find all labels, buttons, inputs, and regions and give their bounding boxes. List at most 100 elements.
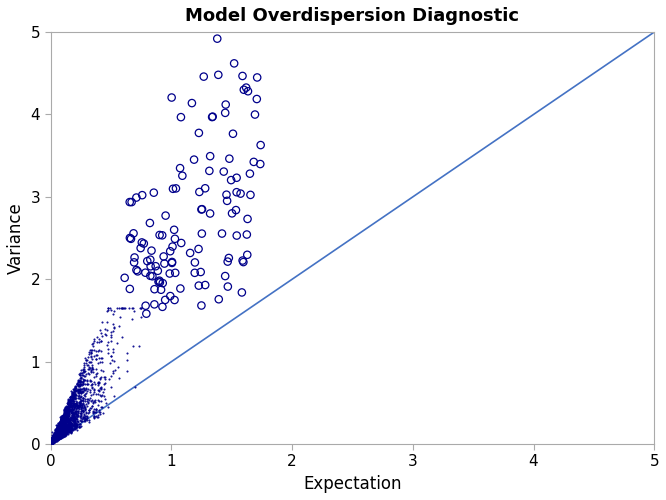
Point xyxy=(67,418,78,426)
Point xyxy=(50,434,61,442)
Point xyxy=(46,438,57,446)
Point xyxy=(53,422,64,430)
Point xyxy=(47,436,58,444)
Point xyxy=(72,386,83,394)
Point xyxy=(50,434,61,442)
Point xyxy=(53,427,64,435)
Point xyxy=(53,427,64,435)
Point xyxy=(51,429,62,437)
Point xyxy=(58,417,69,425)
Point xyxy=(57,422,68,430)
Point xyxy=(61,420,71,428)
Point xyxy=(50,434,61,442)
Point xyxy=(88,408,99,416)
Point xyxy=(57,432,67,440)
Point xyxy=(68,412,79,420)
Point xyxy=(59,420,69,428)
Point xyxy=(84,350,95,358)
Point xyxy=(61,427,71,435)
Point xyxy=(53,420,64,428)
Point xyxy=(59,422,69,430)
Point xyxy=(95,410,105,418)
Point xyxy=(47,436,58,444)
Point xyxy=(73,398,84,406)
Point xyxy=(55,426,66,434)
Point xyxy=(59,414,69,422)
Point xyxy=(49,437,60,445)
Point xyxy=(63,410,73,418)
Point xyxy=(54,424,65,432)
Point xyxy=(71,384,82,392)
Point xyxy=(160,296,170,304)
Point xyxy=(80,416,91,424)
Point xyxy=(67,411,77,419)
Point xyxy=(58,422,69,430)
Point xyxy=(49,437,60,445)
Point xyxy=(207,112,218,120)
Point xyxy=(79,403,89,411)
Point xyxy=(139,240,149,248)
Point xyxy=(59,410,70,418)
Point xyxy=(46,438,57,446)
Point xyxy=(58,422,69,430)
Point xyxy=(57,432,67,440)
Point xyxy=(67,392,77,400)
Point xyxy=(61,404,72,412)
Point xyxy=(73,394,84,402)
Point xyxy=(45,436,56,444)
Point xyxy=(79,384,89,392)
Point xyxy=(52,426,63,434)
Point xyxy=(85,366,96,374)
Point xyxy=(66,424,77,432)
Point xyxy=(49,434,60,442)
Point xyxy=(51,436,61,444)
Point xyxy=(45,440,56,448)
Point xyxy=(60,410,71,418)
Point xyxy=(58,424,69,432)
Point xyxy=(49,437,59,445)
Point xyxy=(75,420,85,428)
Point xyxy=(56,432,67,440)
Point xyxy=(52,429,63,437)
Point xyxy=(48,437,59,445)
Point xyxy=(78,407,89,415)
Point xyxy=(60,418,71,426)
Point xyxy=(59,427,70,435)
Point xyxy=(68,412,79,420)
Point xyxy=(53,434,64,442)
Point xyxy=(65,427,75,435)
Point xyxy=(57,430,68,438)
Point xyxy=(48,438,59,446)
Point xyxy=(51,432,62,440)
Point xyxy=(55,433,65,441)
Point xyxy=(87,409,98,417)
Point xyxy=(49,433,60,441)
Point xyxy=(45,438,56,446)
Point xyxy=(49,435,59,443)
Point xyxy=(46,438,57,446)
Point xyxy=(45,440,56,448)
Point xyxy=(47,436,58,444)
Point xyxy=(46,438,57,446)
Point xyxy=(63,410,73,418)
Point xyxy=(48,436,59,444)
Point xyxy=(59,426,69,434)
Point xyxy=(55,418,65,426)
Point xyxy=(67,396,77,404)
Point xyxy=(48,434,59,442)
Point xyxy=(51,434,61,442)
Point xyxy=(67,390,78,398)
Point xyxy=(49,436,59,444)
Point xyxy=(58,426,69,434)
Point xyxy=(63,410,74,418)
Point xyxy=(53,425,64,433)
Point xyxy=(61,423,71,431)
Point xyxy=(57,418,67,426)
Point xyxy=(51,433,61,441)
Point xyxy=(47,438,57,446)
Point xyxy=(69,388,79,396)
Point xyxy=(48,438,59,446)
Point xyxy=(46,434,57,442)
Point xyxy=(72,411,83,419)
Point xyxy=(51,426,62,434)
